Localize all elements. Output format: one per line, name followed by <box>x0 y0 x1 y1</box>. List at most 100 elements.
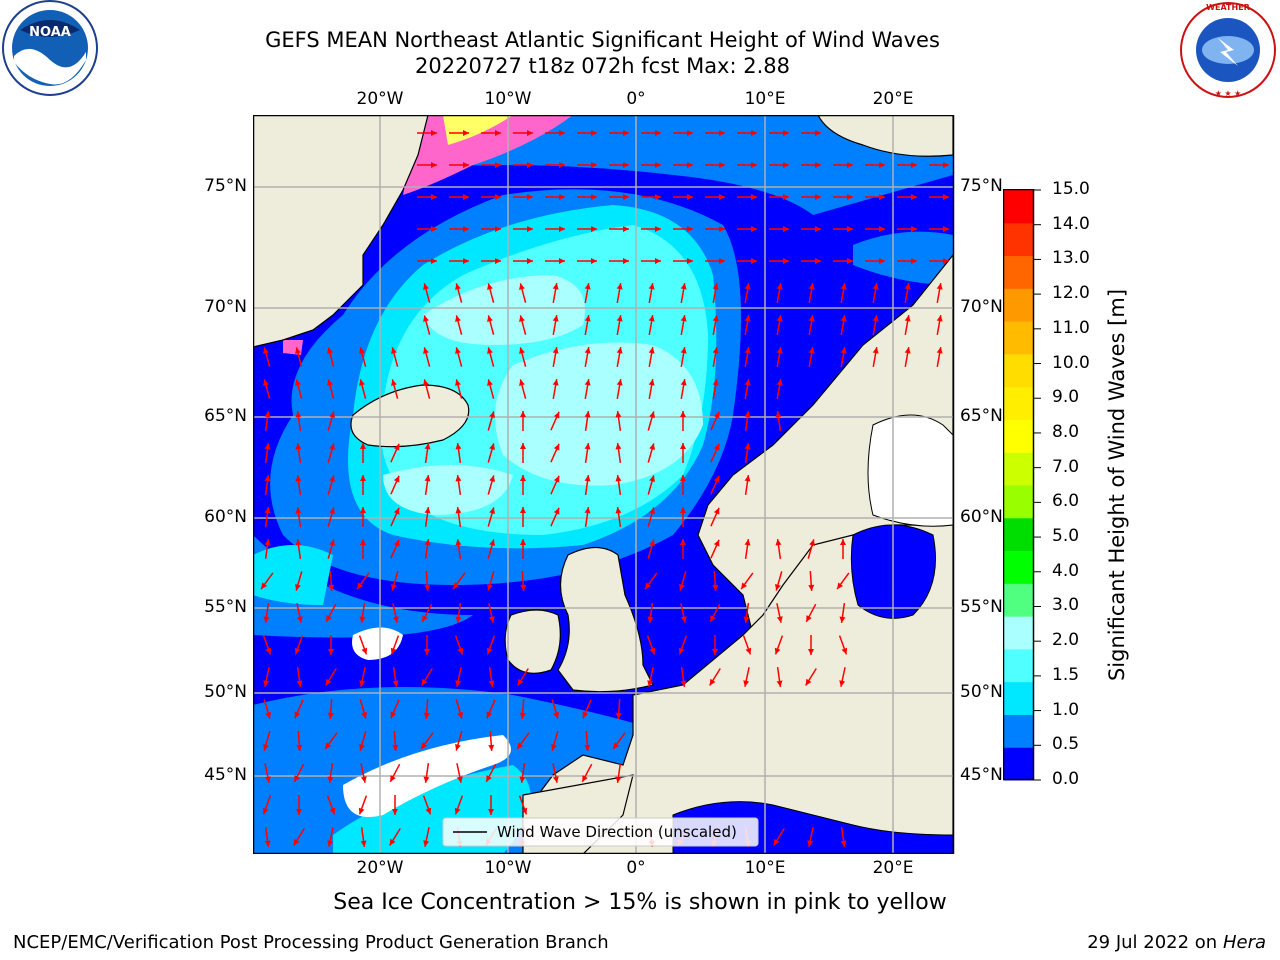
wind-wave-arrow <box>455 442 462 464</box>
wind-wave-arrow <box>904 315 911 335</box>
lat-tick-label-right: 65°N <box>960 406 1003 426</box>
wind-wave-arrow <box>929 194 949 200</box>
wind-wave-arrow <box>423 283 431 303</box>
svg-text:★ ★ ★: ★ ★ ★ <box>1215 89 1242 98</box>
wind-wave-arrow <box>520 539 526 559</box>
wind-wave-arrow <box>680 283 687 303</box>
wind-wave-arrow <box>417 226 437 232</box>
wind-wave-arrow <box>744 347 751 367</box>
wind-wave-arrow <box>680 411 686 431</box>
wind-wave-arrow <box>641 258 661 264</box>
wind-wave-arrow <box>769 258 789 264</box>
lon-tick-label-bottom: 20°E <box>872 858 914 878</box>
wind-wave-arrow <box>775 571 783 591</box>
legend-label: Wind Wave Direction (unscaled) <box>497 823 737 841</box>
wind-wave-arrow <box>744 474 751 496</box>
lon-tick-label-top: 0° <box>626 89 646 109</box>
wind-wave-arrow <box>776 347 783 367</box>
wind-wave-arrow <box>423 762 430 784</box>
lat-tick-label-left: 45°N <box>204 765 247 785</box>
wind-wave-arrow <box>481 194 501 200</box>
credit-text: NCEP/EMC/Verification Post Processing Pr… <box>13 932 609 953</box>
wind-wave-arrow <box>545 226 565 232</box>
wind-wave-arrow <box>390 539 400 559</box>
wind-wave-arrow <box>424 442 431 464</box>
wind-wave-arrow <box>360 475 366 495</box>
wind-wave-arrow <box>325 668 337 686</box>
wind-wave-arrow <box>421 668 433 686</box>
wind-wave-arrow <box>615 762 622 784</box>
wind-wave-arrow <box>615 442 622 464</box>
wind-wave-arrow <box>454 795 464 815</box>
wind-wave-arrow <box>836 572 850 590</box>
wind-wave-arrow <box>359 602 366 624</box>
wind-wave-arrow <box>423 698 430 720</box>
wind-wave-arrow <box>705 162 725 168</box>
wind-wave-arrow <box>773 828 785 846</box>
lon-tick-label-top: 20°W <box>356 89 404 109</box>
wind-wave-arrow <box>488 795 494 815</box>
wind-wave-arrow <box>455 315 463 335</box>
wind-wave-arrow <box>481 162 501 168</box>
wind-wave-arrow <box>390 699 400 719</box>
wind-wave-arrow <box>679 571 687 591</box>
wind-wave-arrow <box>936 283 943 303</box>
wind-wave-arrow <box>710 539 720 559</box>
wind-wave-arrow <box>929 258 949 264</box>
wind-wave-arrow <box>550 475 560 495</box>
colorbar-tick-label: 5.0 <box>1052 526 1080 547</box>
wind-wave-arrow <box>865 258 885 264</box>
lat-tick-label-left: 65°N <box>204 406 247 426</box>
wind-wave-arrow <box>609 194 629 200</box>
lon-tick-label-bottom: 0° <box>626 858 646 878</box>
wind-wave-arrow <box>801 194 821 200</box>
lat-tick-label-right: 45°N <box>960 765 1003 785</box>
colorbar-tick-label: 4.0 <box>1052 560 1080 581</box>
wind-wave-arrow <box>742 635 752 655</box>
wind-wave-arrow <box>737 162 757 168</box>
wind-wave-arrow <box>801 162 821 168</box>
wind-wave-arrow <box>616 283 623 303</box>
sea-ice-edge <box>443 115 513 145</box>
wind-wave-arrow <box>296 603 303 623</box>
wind-wave-arrow <box>936 347 943 367</box>
sea-ice-edge <box>283 340 303 355</box>
colorbar-cell <box>1004 517 1033 552</box>
wind-wave-arrow <box>262 795 272 815</box>
wind-wave-arrow <box>487 411 495 431</box>
wind-wave-arrow <box>455 731 463 751</box>
lat-tick-label-right: 55°N <box>960 597 1003 617</box>
wind-wave-arrow <box>389 763 401 783</box>
wind-wave-arrow <box>550 507 560 527</box>
wind-wave-arrow <box>455 699 463 719</box>
wind-wave-arrow <box>449 130 469 136</box>
wind-wave-arrow <box>647 667 654 687</box>
wind-wave-arrow <box>454 635 464 655</box>
wind-wave-arrow <box>805 668 817 686</box>
wind-wave-arrow <box>615 474 622 496</box>
wind-wave-arrow <box>712 635 718 655</box>
wind-wave-arrow <box>641 130 661 136</box>
wind-wave-arrow <box>455 506 462 528</box>
wind-wave-arrow <box>295 379 303 399</box>
wind-wave-arrow <box>737 226 757 232</box>
wind-wave-direction-arrows <box>260 130 949 848</box>
wind-wave-arrow <box>647 443 655 463</box>
lon-tick-label-top: 10°W <box>484 89 532 109</box>
wind-wave-arrow <box>897 162 917 168</box>
wind-wave-arrow <box>327 698 334 720</box>
wind-wave-arrow <box>455 538 462 560</box>
wind-wave-arrow <box>582 699 592 719</box>
wind-wave-arrow <box>520 411 526 431</box>
wind-wave-arrow <box>705 130 725 136</box>
wind-wave-arrow <box>360 507 366 527</box>
wind-wave-arrow <box>392 730 399 752</box>
wind-wave-arrow <box>769 130 789 136</box>
wind-wave-arrow <box>552 315 559 335</box>
wind-wave-arrow <box>455 602 462 624</box>
wind-wave-arrow <box>872 315 879 335</box>
wind-wave-arrow <box>678 635 688 655</box>
wind-wave-arrow <box>612 732 626 750</box>
wind-wave-arrow <box>263 602 270 624</box>
wind-wave-arrow <box>775 410 782 432</box>
